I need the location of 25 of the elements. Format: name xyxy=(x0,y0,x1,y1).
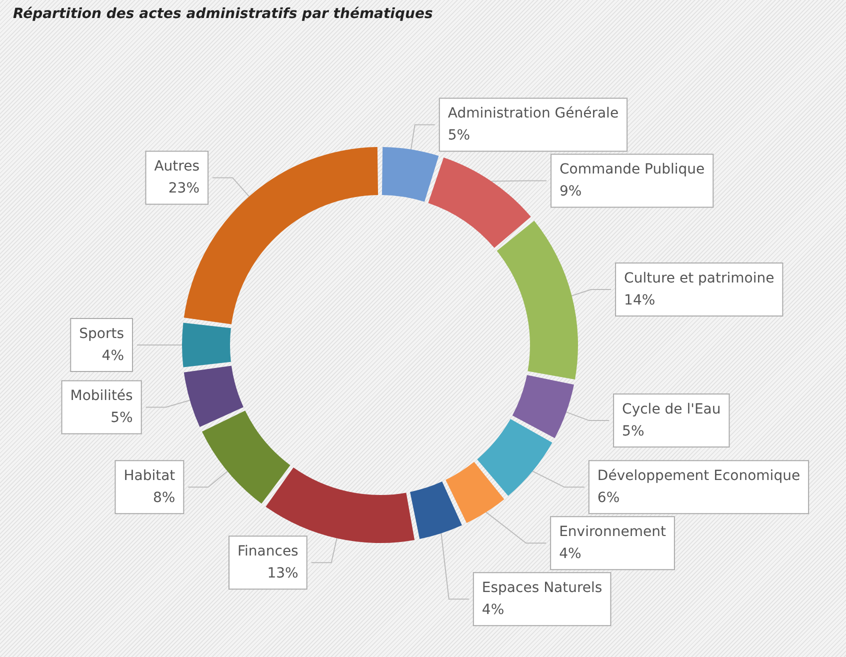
slice-label: Habitat xyxy=(124,468,176,484)
data-label: 9% xyxy=(560,184,582,200)
data-label: 4% xyxy=(482,602,504,618)
slice-label: Commande Publique xyxy=(560,162,705,178)
slice-label: Espaces Naturels xyxy=(482,580,602,596)
data-label: 5% xyxy=(622,424,644,440)
data-label: 4% xyxy=(102,348,124,364)
data-label: 14% xyxy=(624,292,656,309)
slice-label: Mobilités xyxy=(70,388,133,404)
data-label: 13% xyxy=(267,566,298,582)
slice-label: Environnement xyxy=(559,524,666,540)
slice-label: Autres xyxy=(154,158,200,175)
data-label: 23% xyxy=(168,180,200,197)
slice-label: Sports xyxy=(79,326,124,342)
data-label: 8% xyxy=(152,490,176,506)
chart-title: Répartition des actes administratifs par thématiques xyxy=(13,6,433,22)
slice-label: Développement Economique xyxy=(597,468,800,484)
data-label: 4% xyxy=(559,546,582,562)
slice-label: Cycle de l'Eau xyxy=(622,402,721,418)
slice-label: Administration Générale xyxy=(448,106,619,122)
data-label: 5% xyxy=(110,410,133,426)
data-label: 6% xyxy=(597,490,620,506)
slice-label: Culture et patrimoine xyxy=(624,270,774,287)
data-label: 5% xyxy=(448,128,470,144)
slice-label: Finances xyxy=(237,544,298,560)
